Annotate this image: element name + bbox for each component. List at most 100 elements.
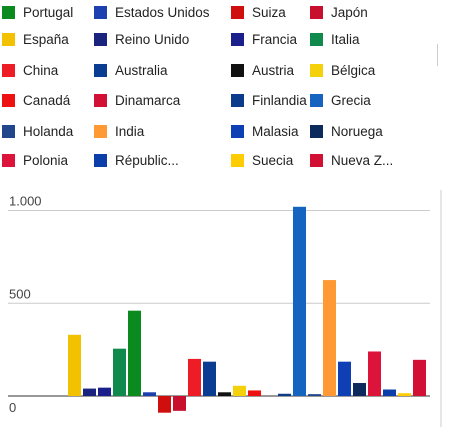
bar-canadá[interactable] (248, 390, 261, 396)
legend-label: Polonia (23, 152, 69, 168)
legend-label: Malasia (252, 123, 299, 139)
legend-label: Républic... (115, 152, 179, 168)
legend-item[interactable]: Polonia (2, 152, 68, 168)
legend-swatch (231, 63, 244, 77)
bar-australia[interactable] (203, 361, 216, 396)
legend-label: Reino Unido (115, 31, 190, 47)
legend-swatch (231, 5, 244, 19)
legend-label: India (115, 123, 145, 139)
legend-label: Noruega (331, 123, 383, 139)
legend-item[interactable]: Australia (94, 62, 168, 78)
legend-label: Portugal (23, 4, 74, 20)
legend-swatch (231, 153, 244, 167)
bar-italia[interactable] (113, 348, 126, 396)
legend-item[interactable]: Holanda (2, 123, 73, 139)
legend-item[interactable]: Japón (310, 4, 368, 20)
legend-label: Grecia (331, 92, 371, 108)
legend-item[interactable]: Suiza (231, 4, 286, 20)
legend-label: Bélgica (331, 62, 376, 78)
legend-label: Holanda (23, 123, 74, 139)
legend-item[interactable]: Nueva Z... (310, 152, 393, 168)
legend-item[interactable]: Finlandia (231, 92, 307, 108)
legend-item[interactable]: Francia (231, 31, 297, 47)
bar-républic[interactable] (383, 389, 396, 396)
legend-swatch (94, 63, 107, 77)
legend-item[interactable]: Grecia (310, 92, 371, 108)
legend-item[interactable]: Estados Unidos (94, 4, 210, 20)
legend-swatch (2, 153, 15, 167)
bar-estados-unidos[interactable] (143, 392, 156, 396)
legend-label: Nueva Z... (331, 152, 394, 168)
legend-scrollbar[interactable] (437, 44, 438, 66)
legend-item[interactable]: Noruega (310, 123, 383, 139)
legend-label: Dinamarca (115, 92, 181, 108)
legend-item[interactable]: China (2, 62, 58, 78)
chart-legend: Portugal Estados Unidos Suiza Japón España Re… (0, 0, 453, 180)
legend-swatch (310, 5, 323, 19)
legend-item[interactable]: Reino Unido (94, 31, 189, 47)
legend-label: Finlandia (252, 92, 307, 108)
bar-francia[interactable] (98, 387, 111, 396)
legend-item[interactable]: Malasia (231, 123, 299, 139)
legend-item[interactable]: Bélgica (310, 62, 375, 78)
legend-swatch (310, 124, 323, 138)
bar-polonia[interactable] (368, 351, 381, 396)
legend-item[interactable]: Italia (310, 31, 360, 47)
legend-swatch (94, 124, 107, 138)
legend-swatch (94, 5, 107, 19)
legend-label: Austria (252, 62, 295, 78)
legend-item[interactable]: Austria (231, 62, 294, 78)
legend-item[interactable]: Républic... (94, 152, 179, 168)
legend-swatch (2, 63, 15, 77)
bar-nueva-z[interactable] (413, 359, 426, 396)
y-tick-label: 1.000 (9, 194, 42, 209)
bar-suiza[interactable] (158, 396, 171, 413)
legend-swatch (231, 93, 244, 107)
bar-finlandia[interactable] (278, 393, 291, 396)
legend-swatch (310, 32, 323, 46)
bar-noruega[interactable] (353, 383, 366, 396)
bar-bélgica[interactable] (233, 385, 246, 396)
legend-item[interactable]: Dinamarca (94, 92, 180, 108)
legend-swatch (231, 32, 244, 46)
y-axis-tick-labels: 0 500 1.000 (9, 194, 42, 416)
bar-chart: 0 500 1.000 (8, 190, 442, 427)
bar-malasia[interactable] (338, 361, 351, 396)
legend-label: Francia (252, 31, 298, 47)
legend-label: China (23, 62, 59, 78)
y-tick-label: 500 (9, 286, 31, 301)
bar-india[interactable] (323, 280, 336, 396)
bar-austria[interactable] (218, 392, 231, 396)
legend-swatch (231, 124, 244, 138)
legend-swatch (2, 32, 15, 46)
legend-item[interactable]: Portugal (2, 4, 73, 20)
bar-holanda[interactable] (308, 394, 321, 396)
bar-china[interactable] (188, 358, 201, 396)
legend-label: Canadá (23, 92, 71, 108)
bar-japón[interactable] (173, 396, 186, 411)
legend-swatch (94, 153, 107, 167)
bar-portugal[interactable] (128, 310, 141, 396)
legend-label: Italia (331, 31, 360, 47)
bar-suecia[interactable] (398, 393, 411, 396)
legend-item[interactable]: Suecia (231, 152, 293, 168)
legend-swatch (2, 124, 15, 138)
legend-swatch (2, 93, 15, 107)
legend-swatch (94, 32, 107, 46)
bar-españa[interactable] (68, 334, 81, 396)
legend-swatch (310, 63, 323, 77)
legend-item[interactable]: España (2, 31, 69, 47)
bar-grecia[interactable] (293, 206, 306, 396)
legend-swatch (2, 5, 15, 19)
legend-item[interactable]: Canadá (2, 92, 70, 108)
legend-label: Suiza (252, 4, 286, 20)
legend-label: Suecia (252, 152, 294, 168)
legend-label: Estados Unidos (115, 4, 210, 20)
legend-item[interactable]: India (94, 123, 144, 139)
legend-swatch (310, 93, 323, 107)
bar-reino-unido[interactable] (83, 388, 96, 396)
legend-label: España (23, 31, 69, 47)
y-tick-label: 0 (9, 400, 16, 415)
legend-label: Australia (115, 62, 168, 78)
legend-label: Japón (331, 4, 368, 20)
